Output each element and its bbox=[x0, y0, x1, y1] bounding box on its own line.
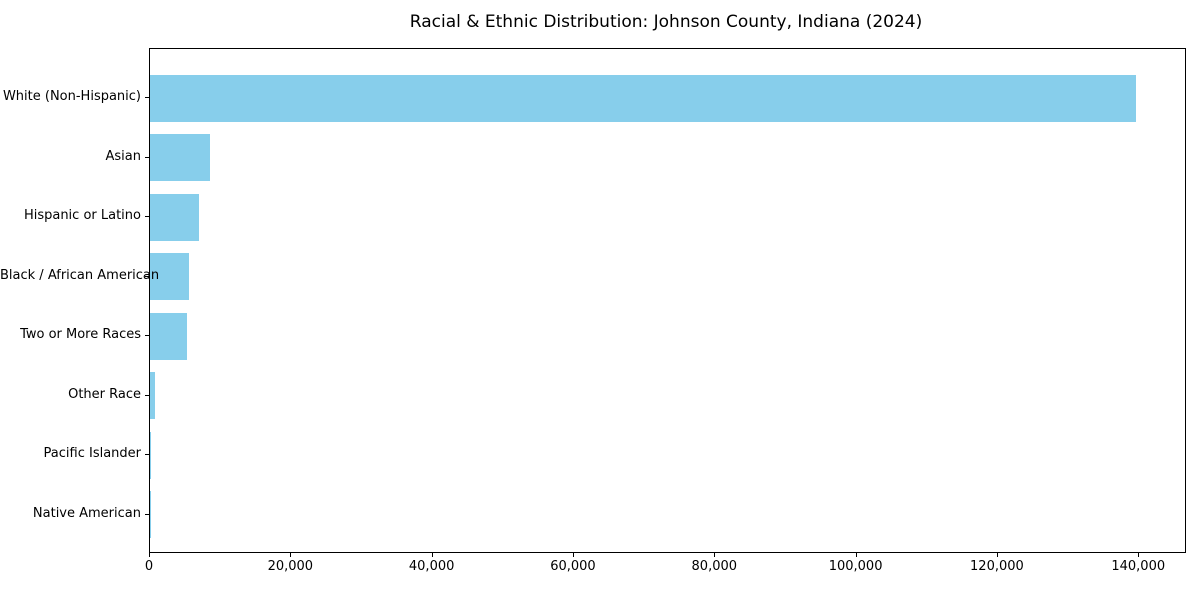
y-tick-mark bbox=[145, 216, 149, 218]
x-tick-mark bbox=[431, 553, 433, 557]
x-tick-mark bbox=[290, 553, 292, 557]
x-tick-mark bbox=[855, 553, 857, 557]
y-tick-label: Hispanic or Latino bbox=[23, 208, 141, 224]
y-tick-label: Other Race bbox=[68, 386, 141, 402]
bar-hispanic-or-latino bbox=[150, 193, 200, 241]
bar-black-african-american bbox=[150, 253, 189, 301]
y-tick-mark bbox=[145, 513, 149, 515]
x-tick-mark bbox=[714, 553, 716, 557]
y-tick-mark bbox=[145, 335, 149, 337]
bar-pacific-islander bbox=[150, 431, 151, 479]
bar-asian bbox=[150, 134, 211, 182]
y-tick-mark bbox=[145, 454, 149, 456]
x-tick-label: 60,000 bbox=[550, 559, 596, 574]
x-tick-mark bbox=[149, 553, 150, 557]
y-tick-label: Two or More Races bbox=[20, 327, 141, 343]
y-tick-mark bbox=[145, 275, 149, 277]
x-tick-label: 140,000 bbox=[1111, 559, 1166, 574]
y-tick-label: Pacific Islander bbox=[43, 446, 141, 462]
x-tick-mark bbox=[572, 553, 574, 557]
x-tick-mark bbox=[996, 553, 998, 557]
bar-white-non-hispanic bbox=[150, 74, 1136, 122]
x-tick-label: 0 bbox=[144, 559, 154, 574]
x-tick-label: 80,000 bbox=[691, 559, 738, 574]
x-tick-label: 20,000 bbox=[267, 559, 314, 574]
bar-other-race bbox=[150, 372, 155, 420]
chart-title: Racial & Ethnic Distribution: Johnson Co… bbox=[409, 12, 923, 32]
x-tick-label: 120,000 bbox=[970, 559, 1024, 574]
y-tick-mark bbox=[145, 156, 149, 158]
x-tick-label: 100,000 bbox=[828, 559, 883, 574]
y-tick-mark bbox=[145, 97, 149, 98]
plot-area bbox=[149, 48, 1186, 553]
x-tick-mark bbox=[1138, 553, 1140, 557]
y-tick-mark bbox=[145, 394, 149, 396]
bar-two-or-more-races bbox=[150, 312, 188, 360]
x-tick-label: 40,000 bbox=[408, 559, 455, 574]
y-tick-label: White (Non-Hispanic) bbox=[2, 89, 141, 104]
y-tick-label: Native American bbox=[32, 505, 141, 521]
y-tick-label: Black / African American bbox=[0, 267, 160, 283]
y-tick-label: Asian bbox=[105, 148, 141, 164]
